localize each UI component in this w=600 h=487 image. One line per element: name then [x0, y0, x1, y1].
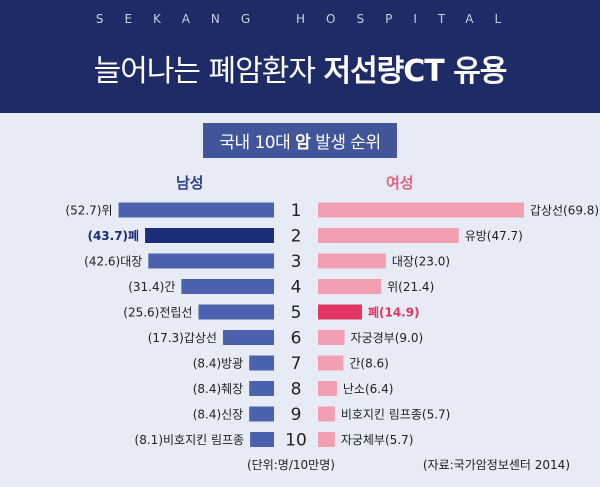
female-bar-4 — [318, 279, 382, 294]
rank-number-6: 6 — [291, 329, 302, 349]
rank-number-1: 1 — [291, 201, 302, 221]
rank-number-7: 7 — [291, 354, 302, 374]
male-bar-4 — [181, 279, 274, 294]
female-bar-label-10: 자궁체부(5.7) — [341, 433, 414, 447]
female-bar-label-3: 대장(23.0) — [392, 255, 450, 269]
rank-number-2: 2 — [291, 227, 302, 247]
male-bar-7 — [249, 355, 274, 371]
female-bar-7 — [318, 355, 344, 371]
subtitle-suffix: 발생 순위 — [310, 133, 381, 153]
rank-number-5: 5 — [291, 303, 302, 323]
cancer-rank-chart: (52.7)위 1 갑상선(69.8) (43.7)폐 2 유방(47.7) (42.6)대… — [65, 201, 599, 451]
male-bar-label-5: (25.6)전립선 — [123, 306, 192, 320]
female-bar-label-8: 난소(6.4) — [343, 382, 394, 396]
female-bar-label-9: 비호지킨 림프종(5.7) — [341, 408, 451, 422]
male-bar-label-2: (43.7)폐 — [87, 228, 139, 243]
female-bar-10 — [318, 432, 335, 447]
female-bar-3 — [318, 253, 386, 269]
rank-number-4: 4 — [291, 278, 302, 298]
male-bar-label-6: (17.3)갑상선 — [148, 331, 217, 345]
female-bar-8 — [318, 381, 337, 396]
male-bar-1 — [118, 202, 274, 218]
male-bar-8 — [249, 381, 274, 396]
rank-number-8: 8 — [291, 380, 302, 400]
male-bar-label-4: (31.4)간 — [128, 280, 175, 294]
female-bar-label-7: 간(8.6) — [349, 357, 389, 371]
male-bar-9 — [249, 406, 274, 422]
male-bar-10 — [250, 432, 274, 447]
male-bar-6 — [222, 330, 274, 345]
female-bar-label-2: 유방(47.7) — [465, 229, 523, 243]
male-bar-2 — [145, 228, 274, 243]
male-bar-label-9: (8.4)신장 — [193, 408, 244, 422]
page-title: 늘어나는 폐암환자 저선량CT 유용 — [0, 46, 600, 90]
female-bar-6 — [318, 330, 345, 345]
rank-number-10: 10 — [285, 431, 307, 451]
male-bar-label-8: (8.4)췌장 — [193, 382, 244, 396]
male-bar-label-3: (42.6)대장 — [84, 255, 142, 269]
female-bar-1 — [318, 202, 524, 218]
female-bar-label-6: 자궁경부(9.0) — [351, 331, 424, 345]
male-bar-label-10: (8.1)비호지킨 림프종 — [135, 433, 245, 447]
male-column-header: 남성 — [176, 174, 204, 192]
male-bar-label-1: (52.7)위 — [65, 204, 112, 218]
rank-number-3: 3 — [291, 252, 302, 272]
hospital-name: SEKANG HOSPITAL — [95, 12, 523, 26]
subtitle-prefix: 국내 10대 — [219, 133, 296, 153]
female-bar-label-1: 갑상선(69.8) — [530, 204, 599, 218]
chart-subtitle: 국내 10대 암 발생 순위 — [203, 123, 397, 158]
female-bar-5 — [318, 304, 362, 320]
header-banner: SEKANG HOSPITAL 늘어나는 폐암환자 저선량CT 유용 — [0, 0, 600, 113]
title-plain: 늘어나는 폐암환자 — [93, 54, 324, 89]
source-note: (자료:국가암정보센터 2014) — [422, 458, 570, 472]
title-bold: 저선량CT 유용 — [323, 54, 507, 89]
female-bar-9 — [318, 406, 335, 422]
male-bar-5 — [198, 304, 274, 320]
female-bar-label-5: 폐(14.9) — [368, 305, 420, 320]
rank-number-9: 9 — [291, 405, 302, 425]
female-bar-label-4: 위(21.4) — [387, 280, 434, 294]
male-bar-label-7: (8.4)방광 — [193, 357, 244, 371]
unit-note: (단위:명/10만명) — [247, 458, 335, 472]
subtitle-bold: 암 — [295, 133, 311, 153]
female-bar-2 — [318, 228, 459, 243]
female-column-header: 여성 — [386, 174, 414, 192]
male-bar-3 — [148, 253, 274, 269]
